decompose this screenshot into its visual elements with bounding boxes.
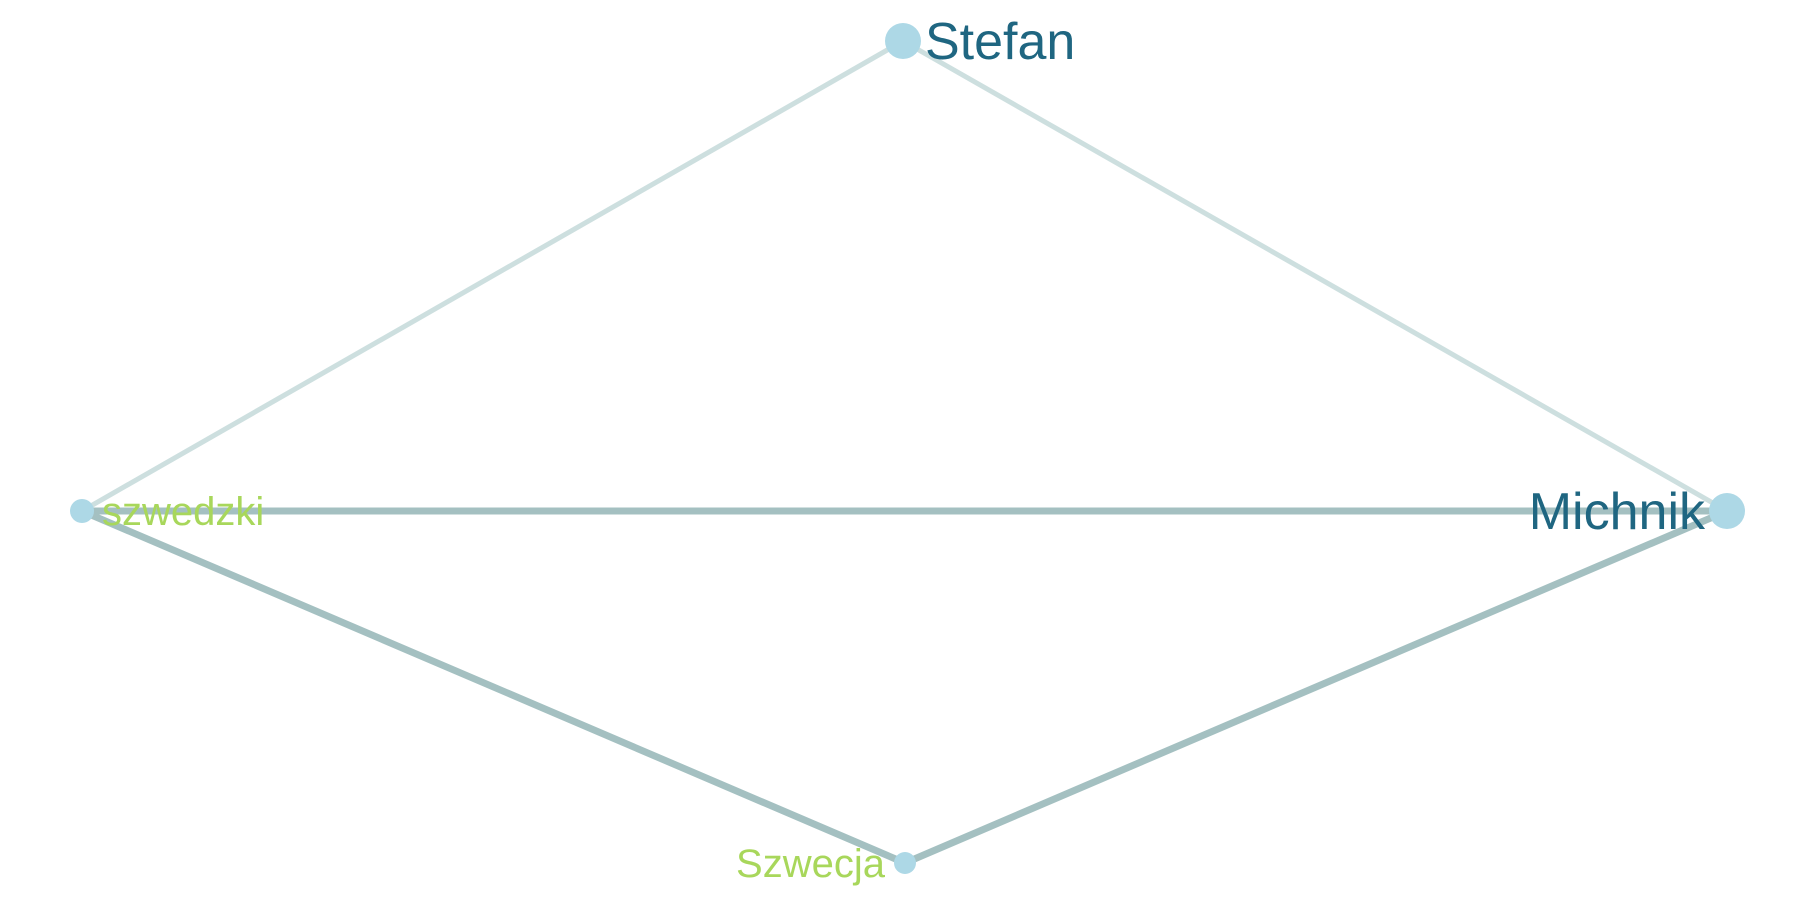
nodes-layer: [70, 23, 1745, 874]
edge-szwedzki-szwecja: [78, 507, 909, 867]
node-michnik[interactable]: [1709, 493, 1745, 529]
node-label-szwedzki: szwedzki: [102, 490, 264, 534]
node-label-stefan: Stefan: [925, 13, 1075, 71]
node-szwecja[interactable]: [894, 852, 916, 874]
edge-stefan-szwedzki: [79, 38, 906, 514]
node-label-szwecja: Szwecja: [736, 842, 886, 886]
edge-stefan-michnik: [900, 38, 1730, 514]
edge-szwecja-michnik: [901, 507, 1731, 867]
node-label-michnik: Michnik: [1529, 483, 1706, 541]
edges-layer: [78, 38, 1731, 867]
labels-layer: Stefan Michnik szwedzki Szwecja: [102, 13, 1706, 886]
node-stefan[interactable]: [885, 23, 921, 59]
node-szwedzki[interactable]: [70, 499, 94, 523]
